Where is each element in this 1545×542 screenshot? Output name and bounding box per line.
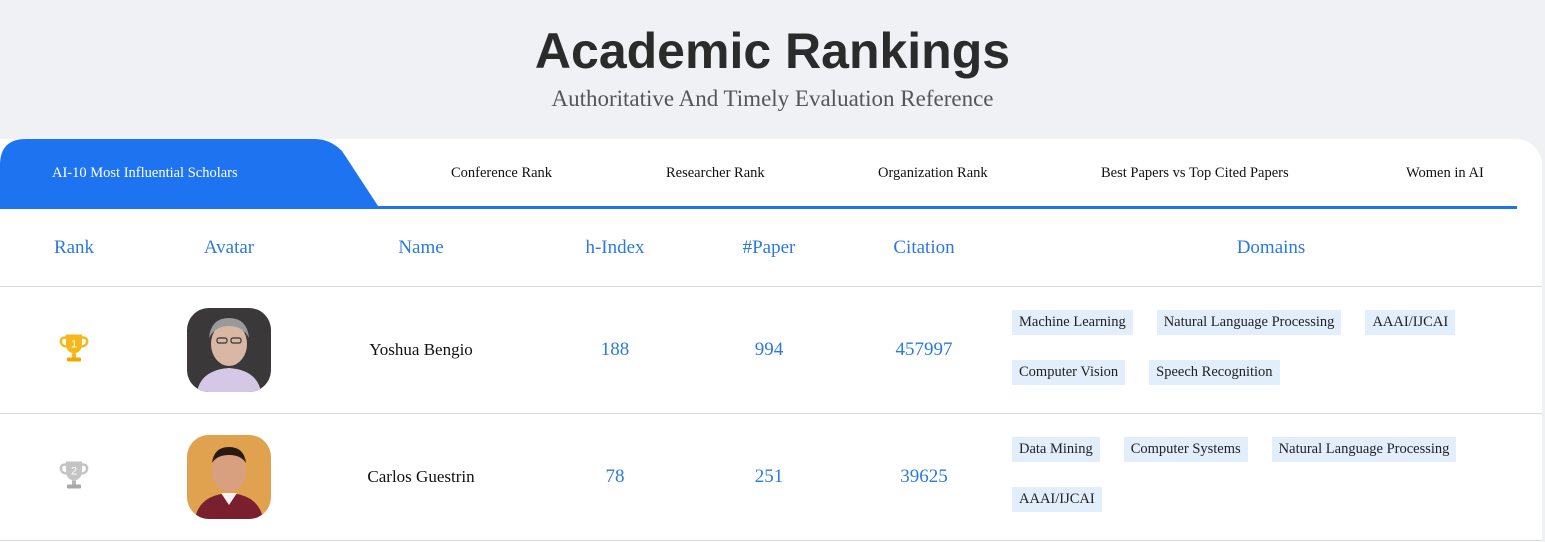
tab-women-in-ai[interactable]: Women in AI	[1406, 165, 1484, 181]
citation-count: 39625	[900, 466, 948, 487]
scholar-name[interactable]: Yoshua Bengio	[369, 340, 473, 359]
page-header: Academic Rankings Authoritative And Time…	[0, 0, 1545, 117]
col-rank[interactable]: Rank	[53, 237, 95, 258]
tab-underline	[0, 206, 1517, 209]
domain-tag[interactable]: Computer Systems	[1123, 437, 1248, 462]
table-header-row: Rank Avatar Name h-Index #Paper Citation…	[0, 209, 1542, 287]
tab-label: AI-10 Most Influential Scholars	[52, 165, 238, 181]
active-tab-shape	[0, 139, 380, 209]
h-index-value: 188	[600, 339, 630, 360]
citation-count: 457997	[895, 339, 953, 360]
domain-tag[interactable]: Natural Language Processing	[1156, 310, 1342, 335]
avatar	[187, 435, 271, 519]
domain-tag[interactable]: AAAI/IJCAI	[1365, 310, 1456, 335]
domain-tag[interactable]: Machine Learning	[1012, 310, 1133, 335]
col-avatar[interactable]: Avatar	[203, 237, 255, 258]
silver-trophy-icon: 2	[57, 458, 91, 497]
col-h-index[interactable]: h-Index	[585, 237, 645, 258]
table-row[interactable]: 2 Carlos Guestrin 78 251 39625 Data Mini…	[0, 414, 1542, 541]
table-row[interactable]: 1 Yoshua Bengio 188 994 457997 Machi	[0, 287, 1542, 414]
tab-ai10-scholars[interactable]: AI-10 Most Influential Scholars	[0, 139, 380, 209]
page-subtitle: Authoritative And Timely Evaluation Refe…	[551, 86, 994, 111]
rank-number: 1	[71, 339, 77, 351]
domain-tag[interactable]: Natural Language Processing	[1271, 437, 1457, 462]
rank-number: 2	[71, 466, 77, 478]
tab-organization-rank[interactable]: Organization Rank	[878, 165, 988, 181]
rankings-panel: AI-10 Most Influential Scholars Conferen…	[0, 139, 1542, 542]
rankings-table: Rank Avatar Name h-Index #Paper Citation…	[0, 209, 1542, 541]
domain-tag[interactable]: Computer Vision	[1012, 360, 1126, 385]
domain-tags: Machine Learning Natural Language Proces…	[1012, 310, 1512, 410]
tab-bar: AI-10 Most Influential Scholars Conferen…	[0, 139, 1542, 209]
col-papers[interactable]: #Paper	[742, 237, 796, 258]
domain-tag[interactable]: Speech Recognition	[1149, 360, 1280, 385]
col-name[interactable]: Name	[398, 237, 444, 258]
col-domains[interactable]: Domains	[1236, 237, 1306, 258]
tab-conference-rank[interactable]: Conference Rank	[451, 165, 553, 181]
domain-tags: Data Mining Computer Systems Natural Lan…	[1012, 437, 1512, 537]
gold-trophy-icon: 1	[57, 331, 91, 370]
paper-count: 251	[754, 466, 784, 487]
tab-best-papers[interactable]: Best Papers vs Top Cited Papers	[1101, 165, 1289, 181]
col-citation[interactable]: Citation	[893, 237, 955, 258]
avatar	[187, 308, 271, 392]
scholar-name[interactable]: Carlos Guestrin	[367, 467, 475, 486]
domain-tag[interactable]: AAAI/IJCAI	[1012, 487, 1102, 512]
page-title: Academic Rankings	[534, 23, 1011, 79]
domain-tag[interactable]: Data Mining	[1012, 437, 1100, 462]
h-index-value: 78	[605, 466, 625, 487]
paper-count: 994	[754, 339, 784, 360]
tab-researcher-rank[interactable]: Researcher Rank	[666, 165, 765, 181]
